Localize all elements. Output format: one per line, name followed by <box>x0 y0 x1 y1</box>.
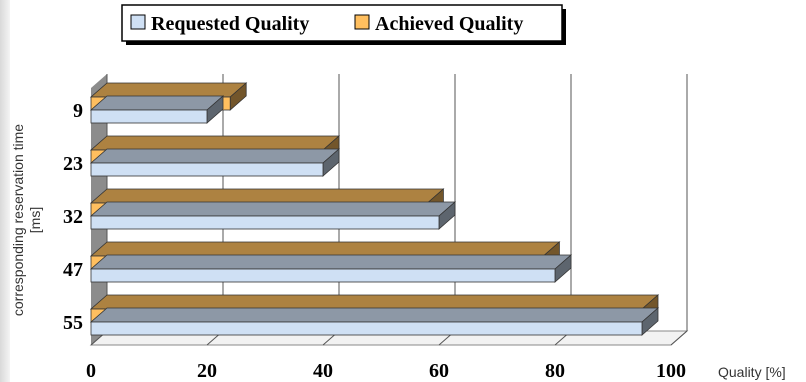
y-tick-label: 47 <box>63 259 83 281</box>
bar-achieved-top <box>89 241 561 257</box>
x-tick-label: 80 <box>545 360 565 382</box>
bar-requested-top <box>89 307 660 323</box>
x-tick-label: 0 <box>86 360 96 382</box>
y-axis-label-line2: [ms] <box>27 207 43 233</box>
y-axis-label-line1: corresponding reservation time <box>10 124 26 316</box>
bar-achieved-top <box>89 135 341 151</box>
bar-achieved-top <box>89 82 248 98</box>
bar-requested <box>90 215 440 230</box>
bar-requested-top <box>89 95 225 111</box>
legend-label-achieved: Achieved Quality <box>375 13 523 35</box>
bar-requested <box>90 162 324 177</box>
bar-requested-top <box>89 201 457 217</box>
grid-floor-line <box>670 330 688 346</box>
legend: Requested Quality Achieved Quality <box>121 4 566 45</box>
bar-requested-top <box>89 254 573 270</box>
bar-requested <box>90 321 643 336</box>
bar-achieved-top <box>89 188 445 204</box>
y-tick-label: 23 <box>63 153 83 175</box>
bar-requested <box>90 109 208 124</box>
x-tick-label: 100 <box>656 360 686 382</box>
bar-requested <box>90 268 556 283</box>
y-tick-label: 9 <box>73 100 83 122</box>
bar-achieved-top <box>89 294 660 310</box>
legend-swatch-requested <box>130 14 146 30</box>
y-axis-title: corresponding reservation time [ms] <box>10 124 43 316</box>
legend-swatch-achieved <box>354 14 370 30</box>
x-axis-label: Quality [%] <box>718 364 786 380</box>
legend-label-requested: Requested Quality <box>151 13 309 35</box>
y-tick-label: 55 <box>63 312 83 334</box>
bar-requested-top <box>89 148 341 164</box>
x-tick-label: 60 <box>429 360 449 382</box>
x-tick-label: 40 <box>313 360 333 382</box>
left-edge-strip <box>0 0 10 382</box>
legend-box <box>121 4 563 42</box>
y-tick-label: 32 <box>63 206 83 228</box>
x-tick-label: 20 <box>197 360 217 382</box>
plot-area: 9 23 32 47 55 0 20 40 60 80 100 <box>63 74 689 382</box>
